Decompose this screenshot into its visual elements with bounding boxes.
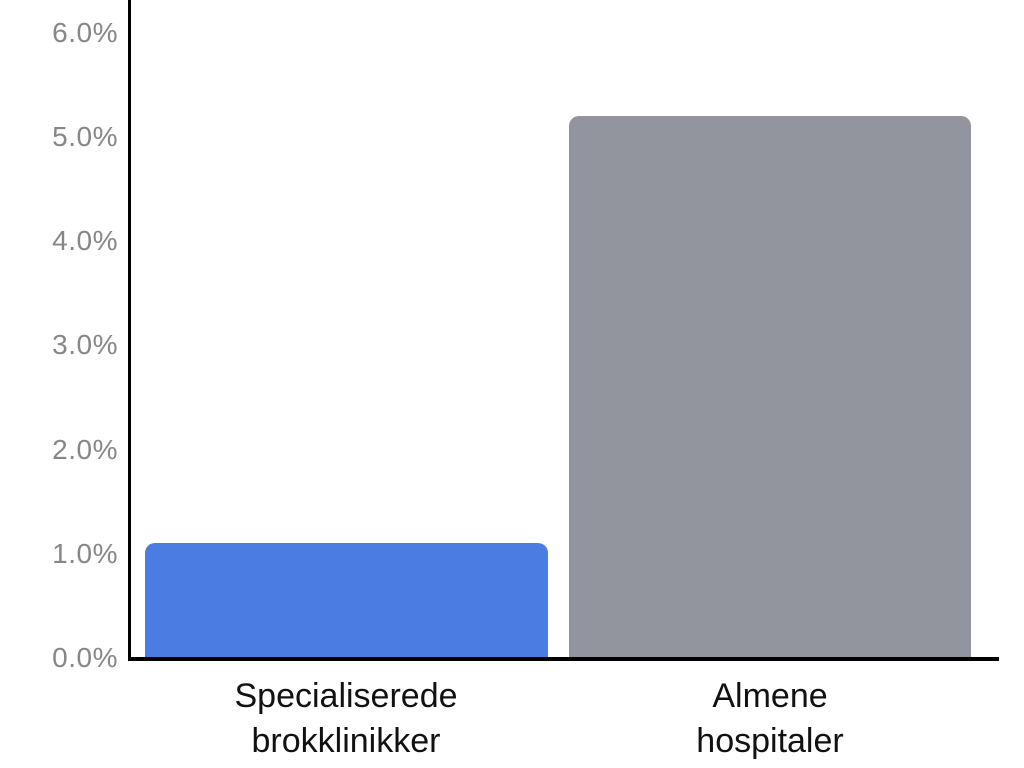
bar-almene-hospitaler (569, 116, 971, 658)
y-tick-label: 3.0% (52, 329, 118, 361)
y-tick-label: 0.0% (52, 642, 118, 673)
x-axis-line (128, 657, 999, 661)
category-label-line: Almene (712, 677, 828, 715)
y-tick-label: 4.0% (52, 225, 118, 257)
y-axis-line (128, 0, 131, 661)
bar-specialiserede-brokklinikker (145, 543, 548, 658)
category-label-line: hospitaler (696, 722, 844, 760)
category-label-specialiserede-brokklinikker: Specialiserede brokklinikker (234, 674, 457, 764)
category-label-line: brokklinikker (251, 722, 441, 760)
y-tick-label: 6.0% (52, 16, 118, 48)
y-tick-label: 1.0% (52, 537, 118, 569)
category-label-almene-hospitaler: Almene hospitaler (696, 674, 843, 764)
y-tick-label: 2.0% (52, 433, 118, 465)
category-label-line: Specialiserede (234, 677, 458, 715)
y-tick-label: 5.0% (52, 121, 118, 152)
